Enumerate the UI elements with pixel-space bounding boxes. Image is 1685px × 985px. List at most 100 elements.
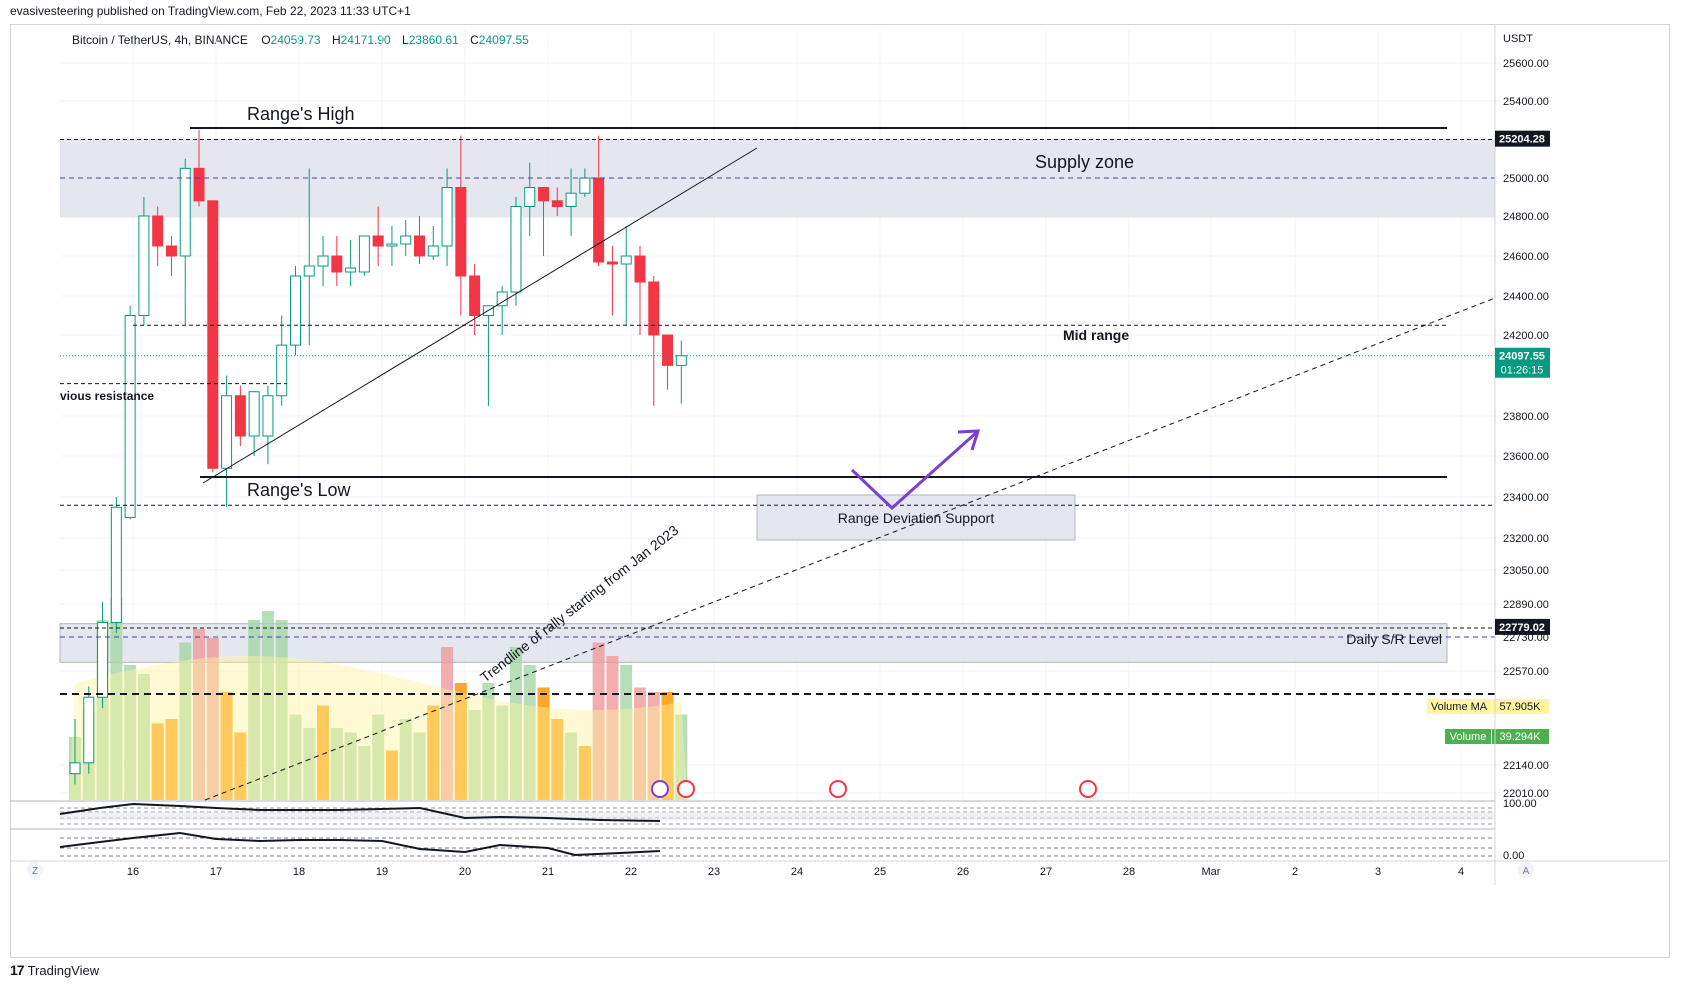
candle-body [551,200,563,208]
candle [441,168,453,266]
price-axis: USDT 25600.00 25400.00 25000.00 24800.00 2460… [1494,24,1550,885]
time-tick: 17 [210,866,222,878]
candle-body [303,265,315,277]
volume-bar [427,705,440,800]
price-tick: 23200.00 [1503,533,1549,545]
time-tick: 23 [708,866,720,878]
price-tick: 23800.00 [1503,411,1549,423]
candle-body [606,261,618,265]
candle-body [538,187,550,202]
candle [358,235,370,276]
volume-bar [385,750,398,800]
time-tick: 22 [625,866,637,878]
time-tick: 4 [1458,866,1464,878]
candle [289,266,301,356]
deviation-support-label: Range Deviation Support [838,510,995,526]
volume-bar [372,714,385,800]
volume-bar [137,674,150,800]
volume-bar [193,629,206,800]
candle [221,375,233,508]
low-label: L [402,33,409,47]
volume-badge: Volume 39.294K [1445,729,1549,744]
volume-ma-area [69,656,688,800]
mid-range-label: Mid range [1063,327,1129,343]
volume-bars [69,597,688,800]
zoom-reset-button-bg [27,862,43,878]
candle [262,385,274,465]
candle-body [276,344,288,397]
time-tick: 18 [293,866,305,878]
volume-bar [647,692,660,800]
candle [69,719,81,785]
high-label: H [331,33,341,47]
volume-ma-value-bg [1492,699,1549,714]
price-tick: 22140.00 [1503,760,1549,772]
candle-body [427,245,439,257]
open-value: 24059.73 [270,33,321,47]
volume-ma-badge: Volume MA 57.905K [1427,699,1549,714]
lightning-event-icon [651,780,669,798]
price-tick: 24800.00 [1503,211,1549,223]
rally-trendline [204,297,1496,801]
price-tick: 22730.00 [1503,632,1549,644]
volume-label: Volume [1450,731,1487,743]
last-price-badge: 24097.55 [1499,351,1545,363]
tradingview-brand[interactable]: 17 TradingView [10,962,99,978]
volume-bar [317,705,330,800]
volume-bar [537,687,550,800]
volume-bar [344,732,357,800]
volume-bar [220,692,233,800]
candle-body [648,281,660,336]
candle-body [110,506,122,624]
candle-body [441,187,453,247]
candle [317,236,329,286]
candle-body [469,275,481,316]
candles [69,129,687,785]
oscillator-pane: 100.00 0.00 [10,798,1537,862]
daily-sr-zone [59,623,1448,663]
price-tick: 23400.00 [1503,492,1549,504]
osc-band-fill [60,812,1495,820]
price-tick: 24400.00 [1503,291,1549,303]
volume-bar [578,746,591,800]
volume-bar [124,665,137,800]
candle [455,135,467,316]
volume-bar [413,732,426,800]
candle [386,226,398,266]
volume-bar [592,642,605,800]
volume-bar [261,611,274,800]
candle-body [289,275,301,346]
price-badge: 25204.28 [1499,134,1545,146]
tradingview-logo-icon: 17 [10,962,25,978]
volume-bar [482,683,495,800]
candle [276,315,288,406]
candle-body [234,395,246,437]
candle [496,286,508,335]
supply-zone [60,138,1495,218]
candle [482,305,494,406]
candle-body [221,395,233,469]
time-tick: 28 [1123,866,1135,878]
price-badge-bg [1495,618,1550,635]
candle-body [345,267,357,273]
volume-bar [151,723,164,800]
candle [414,216,425,264]
symbol-legend[interactable]: Bitcoin / TetherUS, 4h, BINANCE O24059.7… [72,33,537,47]
candle [179,158,191,326]
candle [303,168,315,346]
volume-bar [206,638,219,800]
chart-zones [59,138,1495,663]
auto-scale-button-bg [1518,862,1534,878]
osc-top-tick: 100.00 [1503,798,1537,810]
price-tick: 25400.00 [1503,96,1549,108]
price-tick: 23050.00 [1503,565,1549,577]
volume-bar [248,620,261,800]
zoom-reset-button: Z [32,866,38,877]
volume-bar [509,647,522,800]
volume-ma [69,656,688,800]
candle [234,385,246,446]
brand-label: TradingView [27,962,100,978]
candle [648,276,660,406]
publish-info: evasivesteering published on TradingView… [10,4,411,18]
